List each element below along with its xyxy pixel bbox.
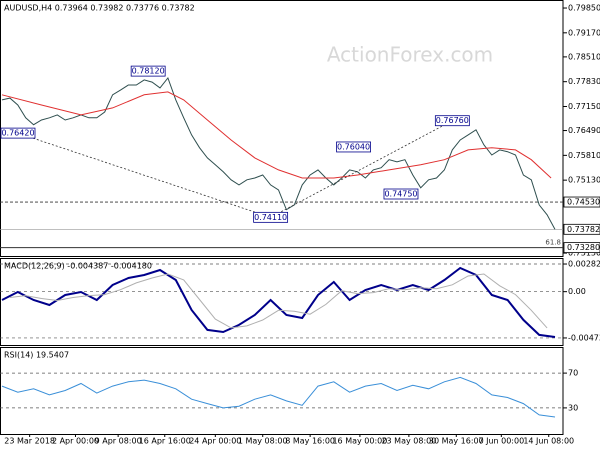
panel-frame	[0, 0, 564, 257]
level-box	[563, 196, 600, 208]
panel-title: AUDUSD,H4 0.73964 0.73982 0.73776 0.7378…	[4, 4, 195, 13]
annotation-label: 0.76420	[1, 129, 34, 138]
annotation-box	[434, 115, 470, 127]
series-line	[1, 376, 556, 418]
y-tick-label: 0.75130	[568, 176, 600, 185]
y-tick-label: 0.77150	[568, 102, 600, 111]
y-tick-label: 0.78510	[568, 52, 600, 61]
annotation-box	[383, 188, 419, 200]
trend-line	[17, 132, 271, 218]
level-label: 0.74530	[567, 198, 600, 207]
x-tick-label: 14 Jun 08:00	[523, 437, 574, 446]
annotation-label: 0.74110	[254, 213, 287, 222]
series-line	[1, 266, 556, 338]
y-tick-label: 0.79850	[568, 4, 600, 13]
annotation-label: 0.76760	[436, 116, 469, 125]
annotation-box	[253, 211, 289, 223]
panel-title: MACD(12,26,9) -0.004387 -0.004180	[4, 262, 152, 271]
annotation-label: 0.78120	[132, 67, 165, 76]
y-tick-label: 0.73130	[568, 249, 600, 258]
panel-frame	[0, 347, 564, 435]
x-tick-label: 9 Apr 08:00	[95, 437, 142, 446]
y-tick-label: 0.79170	[568, 28, 600, 37]
y-tick-label: 30	[568, 403, 578, 412]
fib-label: 61.8	[545, 239, 561, 247]
x-tick-label: 24 Apr 00:00	[189, 437, 241, 446]
x-tick-label: 7 Jun 00:00	[478, 437, 524, 446]
y-tick-label: 0.002825	[568, 260, 600, 269]
level-label: 0.73782	[567, 225, 600, 234]
series-line	[9, 273, 548, 329]
y-tick-label: 0.75810	[568, 151, 600, 160]
annotation-label: 0.74750	[384, 190, 417, 199]
level-box	[563, 223, 600, 235]
annotation-box	[336, 141, 371, 153]
y-tick-label: 0.77830	[568, 77, 600, 86]
x-tick-label: 8 May 16:00	[285, 437, 335, 446]
annotation-box	[130, 65, 166, 77]
y-tick-label: 0.00	[568, 287, 586, 296]
trend-line	[270, 120, 453, 218]
watermark: ActionForex.com	[327, 43, 493, 67]
x-tick-label: 23 Mar 2018	[4, 437, 55, 446]
x-tick-label: 2 Apr 00:00	[52, 437, 99, 446]
series-line	[1, 91, 552, 179]
level-box	[563, 242, 600, 254]
panel-frame	[0, 258, 564, 346]
y-tick-label: -0.00473	[568, 333, 600, 342]
x-tick-label: 16 Apr 16:00	[139, 437, 191, 446]
y-tick-label: 0.76490	[568, 126, 600, 135]
y-tick-label: 70	[568, 369, 578, 378]
series-line	[1, 76, 556, 230]
annotation-label: 0.76040	[337, 142, 370, 151]
x-tick-label: 1 May 08:00	[238, 437, 288, 446]
level-label: 0.73280	[567, 243, 600, 252]
x-tick-label: 23 May 08:00	[381, 437, 436, 446]
x-tick-label: 16 May 00:00	[332, 437, 387, 446]
annotation-box	[0, 127, 36, 139]
panel-title: RSI(14) 19.5407	[4, 351, 69, 360]
x-tick-label: 30 May 16:00	[429, 437, 484, 446]
